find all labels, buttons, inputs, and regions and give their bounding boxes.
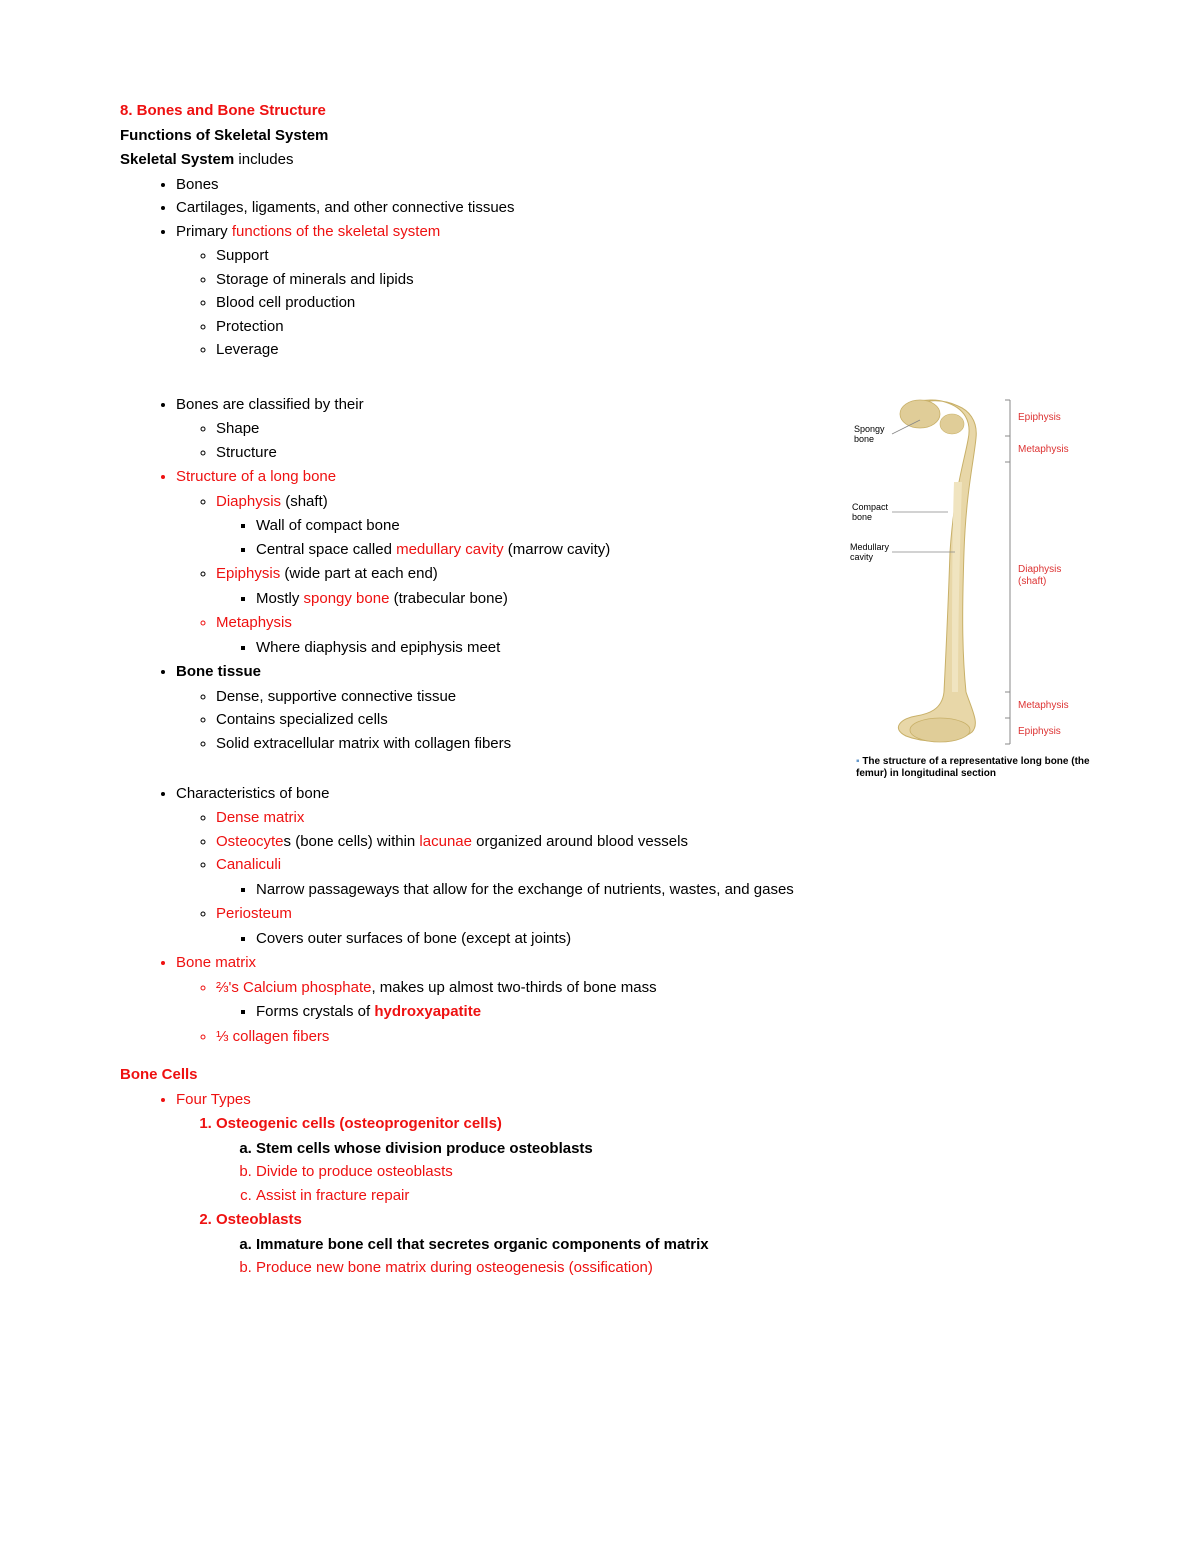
svg-text:cavity: cavity <box>850 552 874 562</box>
fig-label-metaphysis-bot: Metaphysis <box>1018 700 1069 711</box>
figure-caption: ▪ The structure of a representative long… <box>850 756 1090 781</box>
list-item: Produce new bone matrix during osteogene… <box>256 1257 1090 1280</box>
section-heading: Functions of Skeletal System <box>120 125 1090 148</box>
list-item: Dense, supportive connective tissue <box>216 686 832 709</box>
list-item: Wall of compact bone <box>256 515 832 538</box>
list-item: Metaphysis Where diaphysis and epiphysis… <box>216 612 832 659</box>
fig-label-metaphysis-top: Metaphysis <box>1018 444 1069 455</box>
skeletal-system-label: Skeletal System <box>120 151 234 168</box>
page-title: 8. Bones and Bone Structure <box>120 100 1090 123</box>
list-item: Characteristics of bone Dense matrix Ost… <box>176 783 1090 951</box>
list-item: Osteogenic cells (osteoprogenitor cells)… <box>216 1113 1090 1207</box>
list-item: Central space called medullary cavity (m… <box>256 539 832 562</box>
fig-label-spongy: Spongy <box>854 424 885 434</box>
svg-text:bone: bone <box>854 434 874 444</box>
list-item: Four Types Osteogenic cells (osteoprogen… <box>176 1089 1090 1280</box>
svg-text:bone: bone <box>852 512 872 522</box>
list-item: Bones <box>176 174 1090 197</box>
list-item: Shape <box>216 418 832 441</box>
list-item: Structure of a long bone Diaphysis (shaf… <box>176 466 832 659</box>
fig-label-epiphysis-top: Epiphysis <box>1018 412 1061 423</box>
fig-label-epiphysis-bot: Epiphysis <box>1018 726 1061 737</box>
list-item: ⅓ collagen fibers <box>216 1026 1090 1049</box>
list-item: Bone matrix ⅔'s Calcium phosphate, makes… <box>176 952 1090 1048</box>
list-item: Canaliculi Narrow passageways that allow… <box>216 854 1090 901</box>
list-item: Mostly spongy bone (trabecular bone) <box>256 588 832 611</box>
list-item: Primary functions of the skeletal system… <box>176 221 1090 362</box>
list-item: Forms crystals of hydroxyapatite <box>256 1001 1090 1024</box>
structure-long-bone: Structure of a long bone <box>176 468 336 485</box>
fig-label-compact: Compact <box>852 502 889 512</box>
list-item: Covers outer surfaces of bone (except at… <box>256 928 1090 951</box>
list-item: Narrow passageways that allow for the ex… <box>256 879 1090 902</box>
list-item: Osteoblasts Immature bone cell that secr… <box>216 1209 1090 1280</box>
subheading-line: Skeletal System includes <box>120 149 1090 172</box>
list-item: Structure <box>216 442 832 465</box>
bone-cells-list: Four Types Osteogenic cells (osteoprogen… <box>120 1089 1090 1280</box>
list-item: Diaphysis (shaft) Wall of compact bone C… <box>216 491 832 562</box>
fig-label-diaphysis: Diaphysis <box>1018 564 1061 575</box>
list-item: Bone tissue Dense, supportive connective… <box>176 661 832 755</box>
fig-label-medullary: Medullary <box>850 542 890 552</box>
svg-text:(shaft): (shaft) <box>1018 576 1046 587</box>
list-item: ⅔'s Calcium phosphate, makes up almost t… <box>216 977 1090 1024</box>
list-item: Cartilages, ligaments, and other connect… <box>176 197 1090 220</box>
list-item: Blood cell production <box>216 292 1090 315</box>
bone-figure: Epiphysis Metaphysis Diaphysis (shaft) M… <box>850 392 1090 781</box>
list-item: Immature bone cell that secretes organic… <box>256 1234 1090 1257</box>
skeletal-includes-list: Bones Cartilages, ligaments, and other c… <box>120 174 1090 362</box>
list-item: Where diaphysis and epiphysis meet <box>256 637 832 660</box>
list-item: Stem cells whose division produce osteob… <box>256 1138 1090 1161</box>
functions-red: functions of the skeletal system <box>232 223 440 240</box>
list-item: Periosteum Covers outer surfaces of bone… <box>216 903 1090 950</box>
bone-detail-list-2: Characteristics of bone Dense matrix Ost… <box>120 783 1090 1049</box>
bone-cells-heading: Bone Cells <box>120 1064 1090 1087</box>
list-item: Contains specialized cells <box>216 709 832 732</box>
list-item: Protection <box>216 316 1090 339</box>
list-item: Dense matrix <box>216 807 1090 830</box>
bone-detail-list: Bones are classified by their Shape Stru… <box>120 394 832 756</box>
list-item: Assist in fracture repair <box>256 1185 1090 1208</box>
list-item: Divide to produce osteoblasts <box>256 1161 1090 1184</box>
list-item: Storage of minerals and lipids <box>216 269 1090 292</box>
list-item: Osteocytes (bone cells) within lacunae o… <box>216 831 1090 854</box>
list-item: Leverage <box>216 339 1090 362</box>
list-item: Bones are classified by their Shape Stru… <box>176 394 832 465</box>
list-item: Epiphysis (wide part at each end) Mostly… <box>216 563 832 610</box>
list-item: Support <box>216 245 1090 268</box>
list-item: Solid extracellular matrix with collagen… <box>216 733 832 756</box>
skeletal-system-suffix: includes <box>234 151 293 168</box>
bone-diagram-svg: Epiphysis Metaphysis Diaphysis (shaft) M… <box>850 392 1090 752</box>
